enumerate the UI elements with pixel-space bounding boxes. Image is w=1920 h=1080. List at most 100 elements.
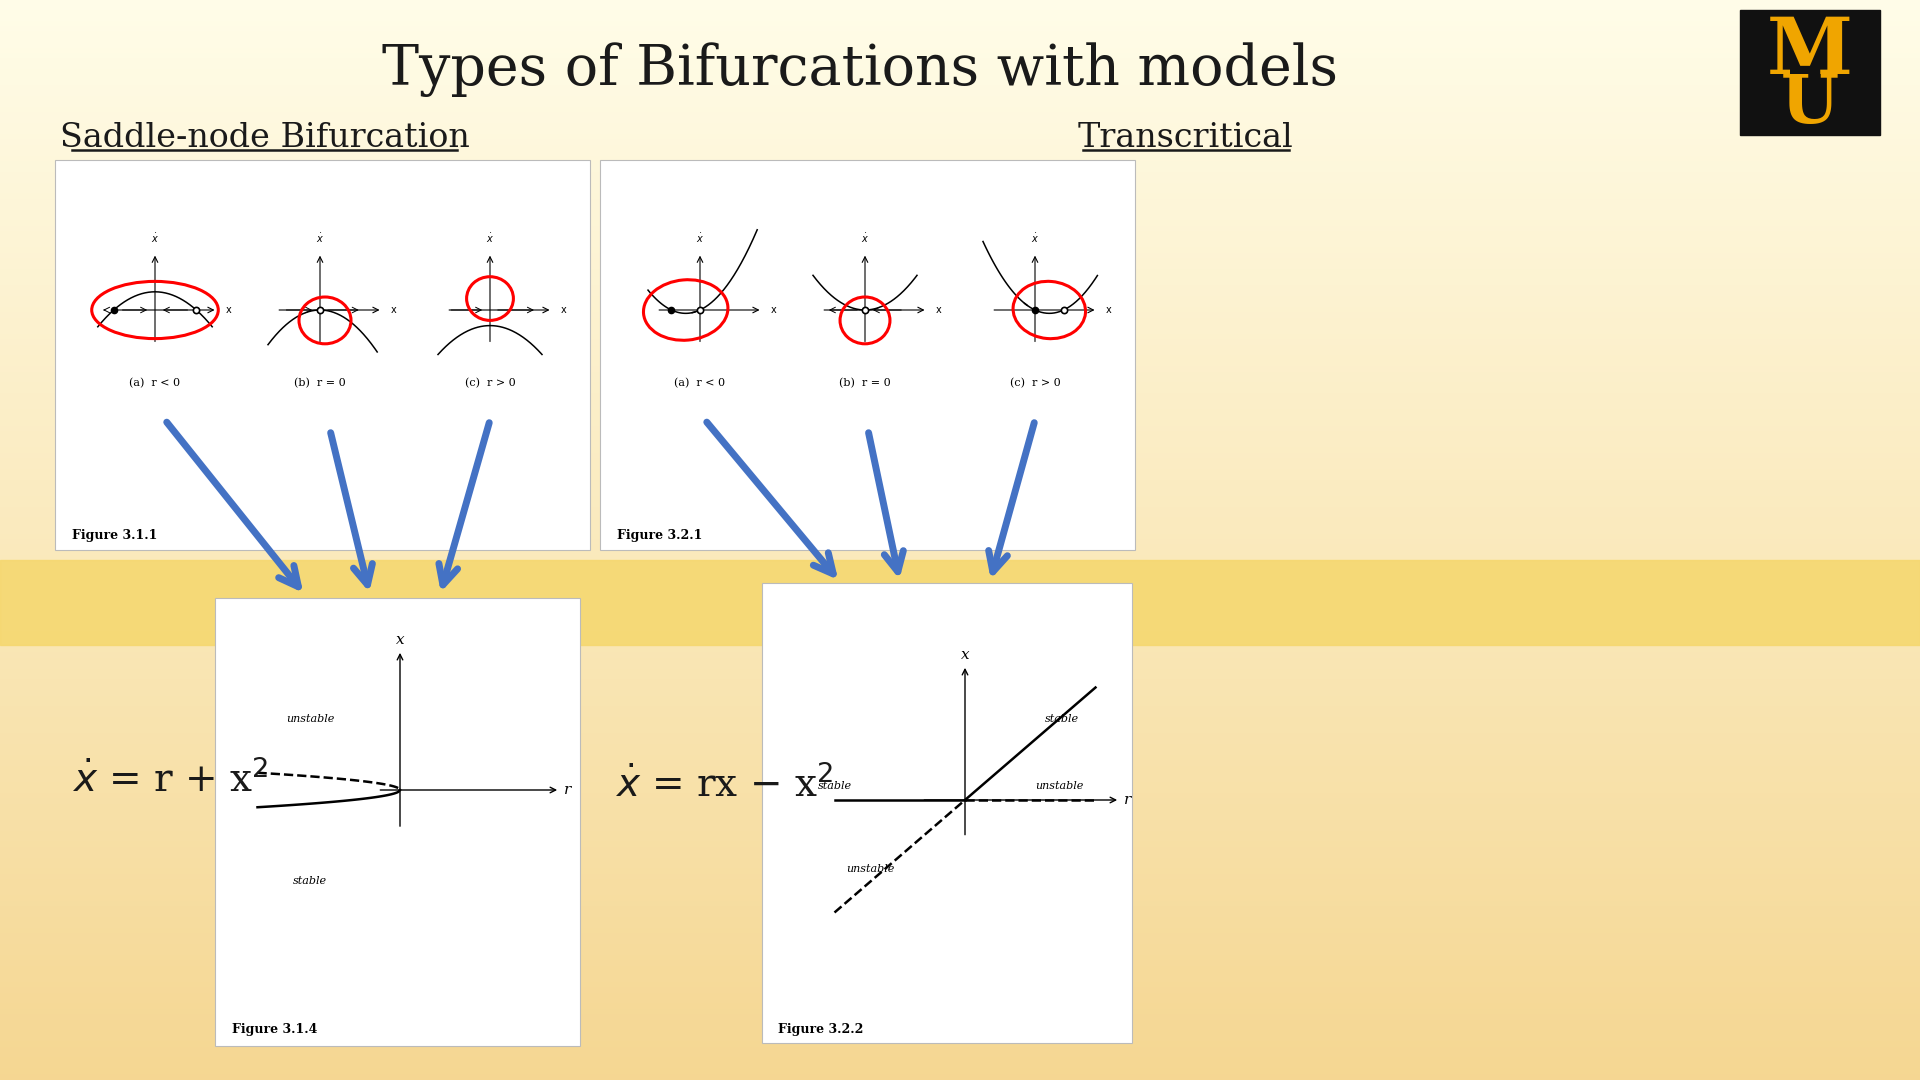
Bar [0, 265, 1920, 271]
Text: Figure 3.2.1: Figure 3.2.1 [616, 529, 703, 542]
Bar [0, 448, 1920, 455]
Bar [0, 756, 1920, 762]
Bar [0, 475, 1920, 482]
Bar [0, 313, 1920, 320]
Bar [0, 38, 1920, 44]
Text: $\dot{x}$: $\dot{x}$ [486, 232, 493, 245]
Bar [0, 713, 1920, 719]
Bar [0, 810, 1920, 816]
Bar [0, 880, 1920, 887]
Bar [0, 205, 1920, 212]
Bar [0, 297, 1920, 303]
Bar [0, 286, 1920, 293]
Bar [0, 1053, 1920, 1059]
Bar [0, 821, 1920, 827]
Bar [0, 76, 1920, 82]
Bar [0, 940, 1920, 946]
Bar [0, 1069, 1920, 1076]
Text: unstable: unstable [847, 864, 895, 874]
Bar [0, 1010, 1920, 1016]
Bar [0, 610, 1920, 617]
Bar [0, 113, 1920, 120]
Bar [0, 157, 1920, 163]
Bar [0, 826, 1920, 833]
Bar [0, 864, 1920, 870]
Bar [0, 648, 1920, 654]
Bar [0, 491, 1920, 498]
Text: Saddle-node Bifurcation: Saddle-node Bifurcation [60, 122, 470, 154]
Bar [0, 875, 1920, 881]
Bar [0, 211, 1920, 217]
Text: x: x [960, 648, 970, 662]
Bar [0, 545, 1920, 552]
Bar [0, 670, 1920, 676]
Bar [0, 999, 1920, 1005]
Bar [0, 383, 1920, 390]
Text: stable: stable [818, 781, 852, 791]
Text: (a)  r < 0: (a) r < 0 [129, 378, 180, 388]
Bar [0, 259, 1920, 266]
Bar [0, 859, 1920, 865]
Bar [0, 707, 1920, 714]
Bar [0, 508, 1920, 514]
Bar [0, 848, 1920, 854]
Bar [0, 151, 1920, 158]
Bar [0, 254, 1920, 260]
Bar [0, 5, 1920, 12]
Bar [0, 70, 1920, 77]
Bar [0, 659, 1920, 665]
Bar [0, 934, 1920, 941]
Bar [0, 977, 1920, 984]
Bar [0, 632, 1920, 638]
Bar [0, 378, 1920, 384]
Text: unstable: unstable [1035, 781, 1083, 791]
Bar [0, 983, 1920, 989]
Bar [0, 896, 1920, 903]
Bar [0, 16, 1920, 23]
Text: $\dot{x}$: $\dot{x}$ [152, 232, 159, 245]
Bar [0, 65, 1920, 71]
Bar [0, 1064, 1920, 1070]
Bar [0, 243, 1920, 249]
Bar [0, 1026, 1920, 1032]
Bar [0, 340, 1920, 347]
Bar [56, 160, 589, 550]
Text: $\dot{x}$: $\dot{x}$ [317, 232, 324, 245]
Bar [0, 302, 1920, 309]
Bar [0, 49, 1920, 55]
Bar [0, 373, 1920, 379]
Bar [0, 724, 1920, 730]
Bar [0, 751, 1920, 757]
Text: $\dot{x}$: $\dot{x}$ [1031, 232, 1039, 245]
Bar [0, 913, 1920, 919]
Bar [0, 410, 1920, 417]
Bar [0, 405, 1920, 411]
Bar [0, 454, 1920, 460]
Bar [0, 594, 1920, 600]
Text: stable: stable [294, 876, 326, 886]
Bar [0, 308, 1920, 314]
Bar [0, 891, 1920, 897]
Bar [0, 59, 1920, 66]
Text: $\dot{x}$: $\dot{x}$ [695, 232, 705, 245]
Bar [0, 130, 1920, 136]
Bar [0, 43, 1920, 50]
Bar [0, 950, 1920, 957]
Bar [0, 54, 1920, 60]
Bar [0, 767, 1920, 773]
Bar [0, 194, 1920, 201]
Bar [0, 356, 1920, 363]
Bar [1740, 10, 1880, 135]
Bar [0, 0, 1920, 6]
Bar [0, 675, 1920, 681]
Bar [0, 967, 1920, 973]
Bar [0, 432, 1920, 438]
Bar [0, 97, 1920, 104]
Bar [0, 367, 1920, 374]
Bar [0, 626, 1920, 633]
Bar [0, 578, 1920, 584]
Bar [0, 464, 1920, 471]
Bar [0, 664, 1920, 671]
Bar [599, 160, 1135, 550]
Bar [0, 567, 1920, 573]
